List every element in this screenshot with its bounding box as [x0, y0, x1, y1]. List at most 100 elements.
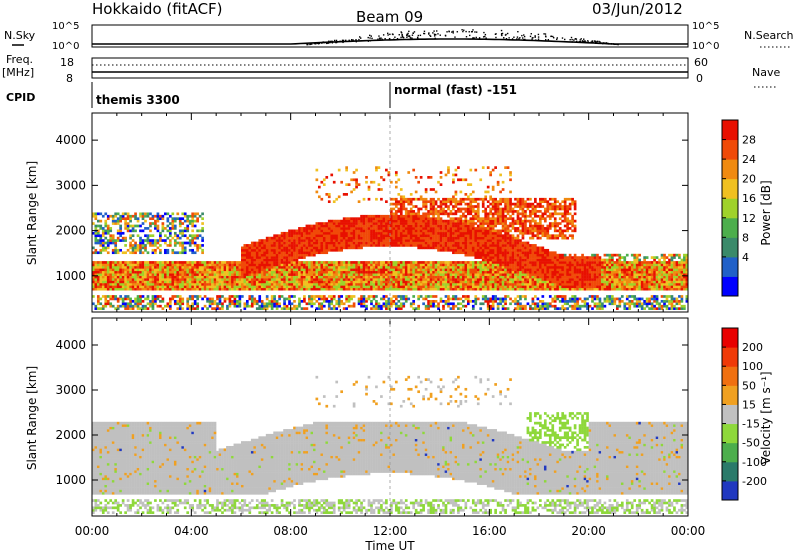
power-cell: [471, 304, 475, 308]
freq-tick-bottom: 8: [66, 72, 73, 85]
power-cell: [149, 299, 152, 303]
power-cell: [494, 280, 497, 284]
power-cell: [92, 302, 95, 306]
power-cell: [245, 263, 249, 267]
power-cell: [144, 307, 147, 310]
power-cell: [407, 282, 411, 286]
power-cell: [489, 246, 493, 250]
power-cell: [402, 244, 406, 247]
power-cell: [397, 263, 401, 267]
power-cell: [494, 246, 497, 250]
power-cell: [409, 261, 413, 264]
power-cell: [134, 268, 137, 272]
power-cell: [101, 285, 105, 289]
power-cell: [350, 297, 353, 301]
power-cell: [231, 273, 234, 276]
power-cell: [270, 275, 274, 279]
power-cell: [236, 304, 239, 308]
power-cell: [342, 273, 346, 276]
power-cell: [484, 265, 488, 269]
power-cell: [479, 280, 483, 284]
power-cell: [454, 231, 458, 235]
power-cell: [399, 282, 403, 286]
power-cell: [484, 263, 488, 267]
power-cell: [303, 234, 306, 238]
power-cell: [370, 307, 373, 310]
power-cell: [285, 256, 289, 259]
power-cell: [317, 302, 321, 306]
power-cell: [203, 265, 207, 269]
power-cell: [442, 207, 445, 211]
power-cell: [387, 287, 391, 291]
power-cell: [466, 280, 470, 284]
power-cell: [491, 248, 495, 252]
power-cell: [245, 246, 249, 250]
power-cell: [176, 307, 180, 310]
power-cell: [355, 168, 358, 172]
power-cell: [375, 268, 378, 272]
power-cell: [412, 282, 416, 286]
power-cell: [280, 295, 284, 298]
power-cell: [270, 282, 274, 286]
power-cell: [317, 270, 321, 274]
power-cell: [484, 273, 488, 276]
power-cell: [380, 297, 383, 301]
power-cell: [146, 280, 150, 284]
power-cell: [469, 299, 473, 303]
power-cell: [191, 224, 195, 228]
power-cell: [481, 256, 485, 259]
power-cell: [228, 268, 232, 272]
power-cell: [288, 251, 291, 255]
power-cell: [285, 261, 289, 264]
power-cell: [332, 261, 336, 264]
power-cell: [419, 176, 423, 179]
power-cell: [211, 302, 214, 306]
power-cell: [300, 229, 304, 233]
power-cell: [258, 273, 262, 276]
power-cell: [479, 236, 483, 240]
power-cell: [469, 217, 473, 221]
power-cell: [390, 239, 393, 242]
power-cell: [245, 304, 249, 308]
power-cell: [270, 278, 274, 281]
power-cell: [342, 239, 346, 242]
power-cell: [404, 200, 408, 204]
power-cell: [139, 265, 142, 269]
power-cell: [350, 241, 353, 245]
power-cell: [325, 263, 329, 267]
power-cell: [161, 282, 165, 286]
power-cell: [94, 278, 98, 281]
power-cell: [280, 246, 284, 250]
power-cell: [372, 304, 376, 308]
power-cell: [432, 224, 435, 228]
power-cell: [303, 256, 306, 259]
power-cell: [171, 265, 175, 269]
power-cell: [486, 261, 490, 264]
power-cell: [196, 285, 199, 289]
power-cell: [340, 224, 344, 228]
power-cell: [278, 297, 281, 301]
power-cell: [327, 229, 331, 233]
power-cell: [320, 248, 324, 252]
power-cell: [315, 251, 319, 255]
power-cell: [315, 263, 319, 267]
power-cell: [295, 258, 299, 262]
power-cell: [168, 275, 172, 279]
power-cell: [106, 214, 110, 218]
power-cell: [216, 307, 219, 310]
power-cell: [96, 307, 100, 310]
power-cell: [313, 239, 316, 242]
power-cell: [119, 263, 122, 267]
power-cell: [300, 285, 304, 289]
power-cell: [327, 219, 331, 223]
power-cell: [484, 207, 488, 211]
power-cell: [494, 297, 497, 301]
power-cell: [499, 299, 502, 303]
power-cell: [226, 307, 229, 310]
power-cell: [350, 222, 353, 225]
power-cell: [380, 234, 383, 238]
power-cell: [402, 268, 406, 272]
power-cell: [370, 219, 373, 223]
power-cell: [442, 222, 445, 225]
power-cell: [481, 224, 485, 228]
